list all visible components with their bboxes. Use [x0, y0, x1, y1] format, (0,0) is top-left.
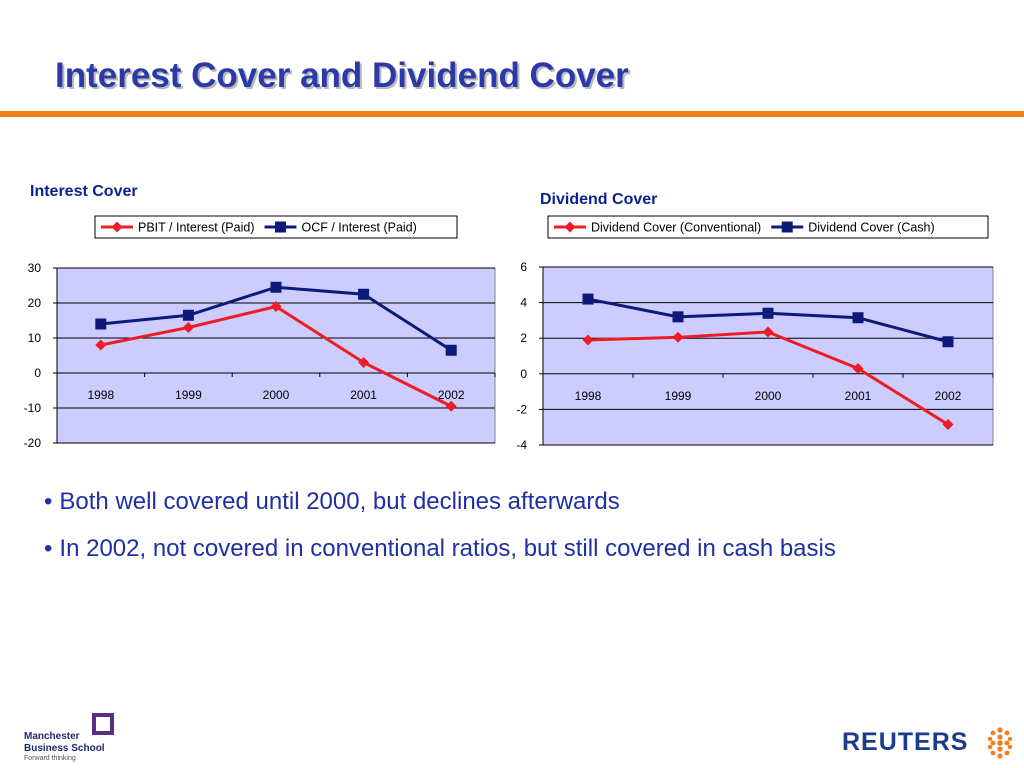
legend-label: OCF / Interest (Paid)	[301, 221, 416, 235]
legend-box	[547, 215, 989, 239]
data-point	[270, 301, 282, 312]
y-tick-label: 20	[28, 296, 42, 310]
y-tick-label: 30	[28, 261, 42, 275]
data-point	[582, 334, 594, 346]
data-point	[762, 307, 774, 319]
data-point	[852, 362, 864, 374]
interest-cover-chart: 30 20 10 0 -10 -20 1998 1999 2000 2001 2002 PBIT / …	[24, 215, 496, 450]
bullet-text: In 2002, not covered in conventional rat…	[59, 535, 836, 562]
manchester-business-school-logo: Manchester Business School Forward think…	[20, 709, 120, 765]
y-tick-label: -2	[516, 402, 527, 416]
y-tick-label: 4	[520, 296, 527, 310]
x-tick-label: 1999	[665, 389, 692, 403]
title-divider	[0, 111, 1024, 117]
x-tick-label: 2002	[935, 389, 962, 403]
mbs-line-2: Business School	[24, 743, 105, 754]
reuters-wordmark: REUTERS	[842, 728, 969, 756]
data-point	[182, 309, 194, 321]
legend-swatch-marker	[781, 221, 793, 233]
bullet-item: • In 2002, not covered in conventional ra…	[44, 535, 836, 563]
data-point	[942, 336, 954, 348]
data-point	[672, 311, 684, 323]
mbs-square-icon	[92, 713, 114, 735]
data-point	[852, 312, 864, 324]
data-point	[672, 331, 684, 343]
x-tick-label: 1998	[87, 388, 114, 402]
data-point	[270, 281, 282, 293]
bullet-glyph: •	[44, 535, 53, 562]
bullet-text: Both well covered until 2000, but declin…	[59, 488, 620, 515]
legend-label: Dividend Cover (Conventional)	[591, 221, 761, 235]
data-point	[95, 339, 107, 351]
x-tick-label: 2000	[263, 388, 290, 402]
plot-area	[542, 266, 994, 446]
x-tick-label: 2000	[755, 389, 782, 403]
y-tick-label: -20	[24, 436, 42, 450]
x-tick-label: 2001	[845, 389, 872, 403]
legend-label: Dividend Cover (Cash)	[808, 221, 934, 235]
reuters-dots-icon	[987, 727, 1013, 759]
y-tick-label: 10	[28, 331, 42, 345]
x-tick-label: 1998	[575, 389, 602, 403]
bullet-glyph: •	[44, 488, 53, 515]
data-point	[445, 400, 457, 412]
y-tick-label: 2	[520, 331, 527, 345]
chart-title-interest-cover: Interest Cover	[30, 183, 138, 200]
data-point	[95, 318, 107, 330]
x-tick-label: 1999	[175, 388, 202, 402]
y-tick-label: 6	[520, 260, 527, 274]
data-point	[582, 293, 594, 305]
y-tick-label: -10	[24, 401, 42, 415]
data-point	[358, 357, 370, 368]
bullet-list: • Both well covered until 2000, but decli…	[44, 488, 836, 582]
dividend-cover-chart: 6 4 2 0 -2 -4 1998 1999 2000 2001 2002 Dividend Cov…	[516, 215, 994, 452]
plot-area	[56, 267, 496, 444]
x-tick-label: 2002	[438, 388, 465, 402]
data-point	[445, 344, 457, 356]
bullet-item: • Both well covered until 2000, but decli…	[44, 488, 836, 516]
y-tick-label: -4	[516, 438, 527, 452]
legend-label: PBIT / Interest (Paid)	[138, 221, 254, 235]
reuters-logo: REUTERS	[842, 726, 1017, 760]
y-tick-label: 0	[520, 367, 527, 381]
legend-swatch-marker	[274, 221, 286, 233]
chart-title-dividend-cover: Dividend Cover	[540, 191, 658, 208]
data-point	[762, 326, 774, 338]
y-tick-label: 0	[34, 366, 41, 380]
mbs-line-1: Manchester	[24, 731, 80, 742]
mbs-line-3: Forward thinking	[24, 755, 76, 762]
legend-swatch-marker	[111, 221, 123, 233]
data-point	[358, 288, 370, 300]
slide-title: Interest Cover and Dividend Cover	[55, 56, 629, 95]
x-tick-label: 2001	[350, 388, 377, 402]
legend-swatch-marker	[564, 221, 576, 233]
data-point	[182, 322, 194, 333]
data-point	[942, 419, 954, 431]
